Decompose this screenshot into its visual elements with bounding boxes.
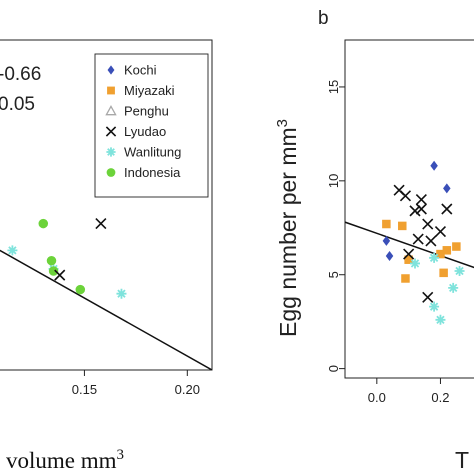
- x-tick-label: 0.20: [175, 382, 200, 397]
- panel-b: b 0 5 10 15 0.0 0.2 Egg number per mm3 T: [274, 8, 474, 473]
- legend-marker-lyudao: [105, 126, 117, 137]
- panel-b-marks: [345, 160, 474, 325]
- panel-a: -0.66 0.05 Kochi Miyazaki Penghu Lyudao Wanl…: [0, 39, 213, 473]
- legend-label-penghu: Penghu: [124, 104, 169, 119]
- point-lyudao: [403, 248, 415, 260]
- point-wanlitung: [454, 265, 465, 276]
- point-lyudao: [412, 233, 424, 245]
- point-indonesia: [48, 266, 59, 276]
- trend-line: [0, 249, 212, 370]
- panel-b-label: b: [318, 8, 329, 29]
- legend-marker-penghu: [105, 105, 117, 116]
- y-tick-label: 5: [326, 271, 341, 278]
- point-lyudao: [422, 291, 434, 303]
- point-wanlitung: [448, 282, 459, 293]
- panel-b-y-ticks: 0 5 10 15: [326, 80, 345, 372]
- point-lyudao: [54, 269, 66, 281]
- point-miyazaki: [401, 274, 410, 283]
- legend-label-indonesia: Indonesia: [124, 165, 181, 180]
- panel-b-y-axis-label: Egg number per mm3: [274, 119, 301, 337]
- panel-a-stat-2: 0.05: [0, 94, 35, 115]
- y-tick-label: 0: [326, 365, 341, 372]
- point-wanlitung: [429, 301, 440, 312]
- legend-label-wanlitung: Wanlitung: [124, 145, 181, 160]
- point-wanlitung: [435, 314, 446, 325]
- x-tick-label: 0.0: [368, 390, 386, 405]
- point-miyazaki: [439, 268, 448, 278]
- point-kochi: [385, 250, 394, 261]
- plot-area: [345, 160, 474, 325]
- legend-marker-wanlitung: [106, 147, 116, 157]
- point-miyazaki: [404, 255, 413, 264]
- point-miyazaki: [442, 246, 452, 255]
- point-lyudao: [434, 225, 447, 238]
- point-lyudao: [415, 194, 427, 206]
- point-miyazaki: [436, 249, 445, 259]
- point-miyazaki: [452, 242, 461, 251]
- legend-label-miyazaki: Miyazaki: [124, 83, 175, 98]
- point-lyudao: [441, 203, 453, 215]
- legend-marker-kochi: [107, 65, 115, 75]
- panel-b-x-axis-label: T: [455, 447, 469, 473]
- y-tick-label: 10: [326, 174, 341, 188]
- trend-line: [345, 221, 474, 269]
- legend-marker-indonesia: [106, 168, 116, 177]
- point-kochi: [430, 160, 438, 171]
- plot-area: [0, 217, 212, 370]
- point-lyudao: [399, 190, 412, 202]
- panel-a-x-ticks: 0.15 0.20: [72, 370, 200, 397]
- point-lyudao: [425, 235, 437, 247]
- panel-a-x-axis-label: volume mm3: [6, 447, 124, 473]
- point-lyudao: [409, 205, 421, 217]
- point-miyazaki: [398, 221, 407, 231]
- point-indonesia: [38, 218, 49, 229]
- point-lyudao: [422, 218, 434, 230]
- point-lyudao: [415, 203, 427, 215]
- point-wanlitung: [429, 252, 440, 263]
- point-indonesia: [75, 284, 86, 295]
- point-kochi: [443, 183, 451, 194]
- point-wanlitung: [410, 258, 420, 269]
- y-tick-label: 15: [326, 80, 341, 94]
- panel-b-frame: [344, 39, 474, 379]
- legend-label-kochi: Kochi: [124, 63, 157, 78]
- panel-b-x-ticks: 0.0 0.2: [368, 378, 449, 405]
- point-wanlitung: [116, 288, 127, 299]
- point-miyazaki: [382, 219, 391, 229]
- point-kochi: [382, 235, 391, 246]
- point-lyudao: [95, 217, 107, 230]
- point-wanlitung: [7, 245, 18, 256]
- point-indonesia: [46, 255, 57, 266]
- panel-a-legend: Kochi Miyazaki Penghu Lyudao Wanlitung Indone…: [94, 53, 209, 198]
- legend-marker-miyazaki: [107, 86, 115, 95]
- legend-label-lyudao: Lyudao: [124, 124, 166, 139]
- x-tick-label: 0.15: [72, 382, 97, 397]
- panel-a-stat-1: -0.66: [0, 64, 41, 85]
- x-tick-label: 0.2: [431, 390, 449, 405]
- panel-a-frame: [0, 39, 213, 371]
- panel-a-marks: [0, 217, 212, 370]
